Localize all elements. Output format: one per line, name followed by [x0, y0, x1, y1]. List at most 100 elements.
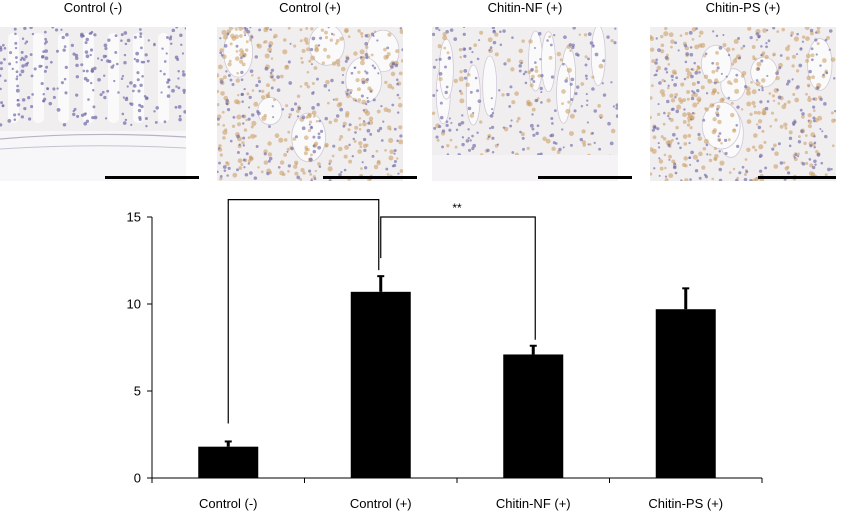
nucleus — [486, 148, 490, 153]
stained-cell — [336, 102, 342, 108]
stained-cell — [246, 92, 250, 96]
stained-cell — [360, 60, 365, 66]
stained-cell — [771, 94, 776, 98]
nucleus — [813, 135, 816, 138]
nucleus — [360, 94, 364, 98]
nucleus — [364, 34, 368, 38]
stained-cell — [251, 120, 257, 126]
stained-cell — [317, 162, 321, 166]
nucleus — [367, 121, 371, 125]
stained-cell — [237, 158, 243, 164]
nucleus — [735, 73, 739, 77]
stained-cell — [658, 159, 664, 164]
nucleus — [540, 101, 543, 104]
nucleus — [350, 71, 354, 75]
nucleus — [558, 147, 562, 152]
nucleus — [255, 83, 259, 88]
nucleus — [113, 79, 116, 83]
nucleus — [779, 54, 783, 57]
stained-cell — [686, 97, 690, 101]
nucleus — [364, 52, 369, 57]
stained-cell — [465, 82, 470, 87]
nucleus — [85, 69, 89, 73]
stained-cell — [517, 116, 521, 121]
stained-cell — [686, 111, 691, 116]
nucleus — [382, 120, 385, 123]
stained-cell — [659, 89, 665, 95]
nucleus — [716, 66, 720, 70]
stained-cell — [296, 109, 300, 114]
stained-cell — [386, 52, 391, 57]
nucleus — [584, 63, 588, 67]
stained-cell — [731, 128, 737, 133]
stained-cell — [697, 136, 703, 141]
nucleus — [243, 34, 247, 37]
nucleus — [84, 112, 87, 115]
nucleus — [718, 132, 722, 135]
stained-cell — [726, 47, 731, 52]
stained-cell — [303, 151, 308, 156]
nucleus — [796, 53, 799, 56]
nucleus — [377, 72, 380, 75]
stained-cell — [698, 35, 701, 38]
nucleus — [138, 103, 142, 107]
y-tick-label: 10 — [127, 297, 141, 312]
stained-cell — [754, 148, 758, 152]
stained-cell — [315, 119, 319, 123]
nucleus — [438, 57, 442, 61]
nucleus — [396, 82, 399, 86]
nucleus — [80, 32, 84, 37]
nucleus — [43, 97, 47, 101]
stained-cell — [300, 60, 304, 64]
stained-cell — [610, 39, 614, 43]
nucleus — [23, 107, 27, 111]
stained-cell — [685, 68, 690, 73]
nucleus — [327, 27, 330, 29]
nucleus — [276, 88, 281, 92]
stained-cell — [801, 115, 805, 119]
nucleus — [812, 97, 816, 101]
stained-cell — [446, 51, 450, 55]
stained-cell — [760, 78, 766, 83]
nucleus — [354, 131, 357, 134]
stained-cell — [449, 138, 453, 142]
stained-cell — [219, 177, 223, 181]
nucleus — [338, 173, 342, 177]
nucleus — [144, 116, 148, 121]
nucleus — [220, 53, 224, 57]
nucleus — [460, 120, 465, 125]
nucleus — [76, 114, 80, 118]
stained-cell — [217, 64, 223, 70]
stained-cell — [667, 63, 671, 66]
nucleus — [174, 105, 178, 109]
nucleus — [587, 57, 590, 61]
nucleus — [788, 144, 792, 148]
nucleus — [502, 126, 506, 129]
nucleus — [335, 114, 340, 118]
nucleus — [378, 126, 383, 131]
stained-cell — [283, 38, 287, 42]
stained-cell — [264, 53, 270, 59]
nucleus — [798, 63, 803, 68]
nucleus — [169, 42, 173, 46]
nucleus — [572, 27, 576, 30]
nucleus — [311, 36, 316, 41]
stained-cell — [791, 54, 797, 59]
nucleus — [319, 129, 324, 133]
nucleus — [177, 86, 181, 90]
nucleus — [534, 98, 539, 103]
nucleus — [183, 110, 186, 114]
nucleus — [7, 119, 12, 123]
nucleus — [796, 85, 800, 89]
nucleus — [16, 98, 20, 102]
stained-cell — [295, 162, 298, 166]
nucleus — [301, 115, 306, 120]
stained-cell — [362, 121, 367, 127]
nucleus — [54, 28, 59, 32]
histology-image — [432, 27, 618, 181]
stained-cell — [344, 145, 349, 150]
gland-lumen — [308, 27, 345, 66]
stained-cell — [528, 39, 533, 44]
stained-cell — [309, 120, 313, 124]
nucleus — [250, 113, 255, 117]
